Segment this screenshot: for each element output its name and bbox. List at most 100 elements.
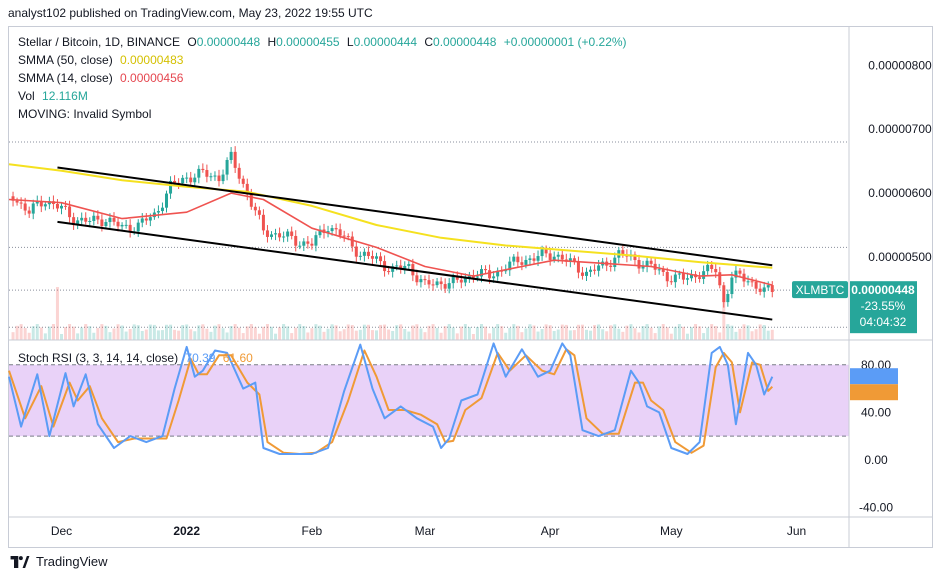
candle-body bbox=[528, 258, 532, 260]
candle-body bbox=[415, 275, 419, 283]
candle-body bbox=[556, 254, 560, 257]
low-value: 0.00000444 bbox=[353, 35, 418, 49]
volume-bar bbox=[597, 324, 601, 340]
volume-bar bbox=[451, 327, 455, 340]
volume-bar bbox=[593, 325, 597, 340]
candle-body bbox=[326, 231, 330, 233]
candle-body bbox=[665, 271, 669, 282]
volume-bar bbox=[76, 333, 80, 340]
volume-bar bbox=[556, 329, 560, 340]
volume-bar bbox=[257, 333, 261, 340]
volume-bar bbox=[576, 324, 580, 340]
candle-body bbox=[568, 258, 572, 262]
volume-bar bbox=[302, 326, 306, 340]
volume-bar bbox=[722, 298, 726, 340]
sma50-line bbox=[8, 163, 773, 269]
volume-bar bbox=[253, 327, 257, 340]
candle-body bbox=[366, 251, 370, 257]
footer-brand: TradingView bbox=[36, 554, 108, 569]
stoch-d-value: 61.60 bbox=[222, 351, 253, 365]
volume-bar bbox=[504, 332, 508, 340]
volume-bar bbox=[625, 325, 629, 340]
footer[interactable]: TradingView bbox=[10, 554, 108, 569]
volume-bar bbox=[306, 332, 310, 340]
candle-body bbox=[645, 260, 649, 267]
candle-body bbox=[350, 236, 354, 247]
candle-body bbox=[249, 194, 253, 207]
volume-bar bbox=[342, 329, 346, 340]
candle-body bbox=[338, 229, 342, 236]
candle-body bbox=[19, 202, 23, 204]
stoch-d-tag bbox=[850, 384, 898, 401]
candle-body bbox=[447, 283, 451, 289]
stoch-k-tag bbox=[850, 368, 898, 385]
volume-bar bbox=[621, 331, 625, 340]
candle-body bbox=[669, 281, 673, 283]
volume-bar bbox=[330, 324, 334, 340]
volume-bar bbox=[189, 329, 193, 340]
volume-bar bbox=[617, 328, 621, 340]
volume-bar bbox=[496, 324, 500, 340]
candle-body bbox=[193, 177, 197, 183]
candle-body bbox=[508, 261, 512, 271]
volume-bar bbox=[346, 324, 350, 340]
candle-body bbox=[358, 255, 362, 257]
candle-body bbox=[718, 272, 722, 286]
volume-bar bbox=[690, 327, 693, 340]
candle-body bbox=[205, 170, 209, 177]
candle-body bbox=[766, 285, 770, 288]
volume-bar bbox=[673, 326, 677, 340]
candle-body bbox=[201, 168, 205, 171]
candle-body bbox=[302, 241, 306, 246]
volume-bar bbox=[185, 324, 189, 340]
candle-body bbox=[140, 218, 144, 223]
candle-body bbox=[758, 288, 762, 292]
candle-body bbox=[540, 249, 544, 257]
candle-body bbox=[229, 151, 233, 160]
volume-value: 12.116M bbox=[42, 89, 88, 103]
candle-body bbox=[209, 176, 213, 178]
volume-bar bbox=[35, 324, 39, 340]
volume-bar bbox=[108, 332, 112, 340]
candle-body bbox=[730, 277, 734, 295]
volume-bar bbox=[270, 326, 273, 340]
volume-bar bbox=[391, 330, 395, 340]
stoch-label: Stoch RSI (3, 3, 14, 14, close) bbox=[18, 351, 179, 365]
volume-bar bbox=[265, 324, 269, 340]
candle-body bbox=[128, 224, 132, 232]
volume-bar bbox=[84, 324, 88, 340]
volume-bar bbox=[730, 325, 734, 340]
volume-bar bbox=[568, 330, 572, 340]
candle-body bbox=[391, 266, 395, 272]
volume-bar bbox=[274, 333, 278, 340]
candle-body bbox=[237, 167, 241, 179]
volume-bar bbox=[532, 325, 536, 340]
candle-body bbox=[294, 235, 298, 246]
candle-body bbox=[165, 193, 168, 208]
candle-body bbox=[112, 217, 116, 222]
candle-body bbox=[173, 180, 177, 183]
candle-body bbox=[197, 168, 201, 178]
volume-bar bbox=[698, 326, 702, 340]
volume-bar bbox=[148, 324, 152, 340]
volume-bar bbox=[589, 330, 593, 340]
volume-bar bbox=[217, 324, 221, 340]
candle-body bbox=[160, 207, 164, 212]
candle-body bbox=[685, 278, 689, 280]
candle-body bbox=[746, 281, 750, 283]
volume-bar bbox=[395, 325, 399, 340]
candle-body bbox=[124, 224, 128, 226]
stoch-d-line bbox=[8, 348, 774, 455]
candle-body bbox=[282, 236, 286, 238]
volume-bar bbox=[484, 326, 488, 340]
volume-bar bbox=[152, 324, 156, 340]
volume-bar bbox=[72, 326, 76, 340]
volume-bar bbox=[132, 324, 136, 340]
candle-body bbox=[318, 229, 322, 236]
publish-header: analyst102 published on TradingView.com,… bbox=[8, 6, 373, 20]
volume-bar bbox=[140, 330, 144, 340]
volume-bar bbox=[681, 326, 685, 340]
candle-body bbox=[423, 279, 427, 281]
volume-bar bbox=[354, 330, 358, 340]
